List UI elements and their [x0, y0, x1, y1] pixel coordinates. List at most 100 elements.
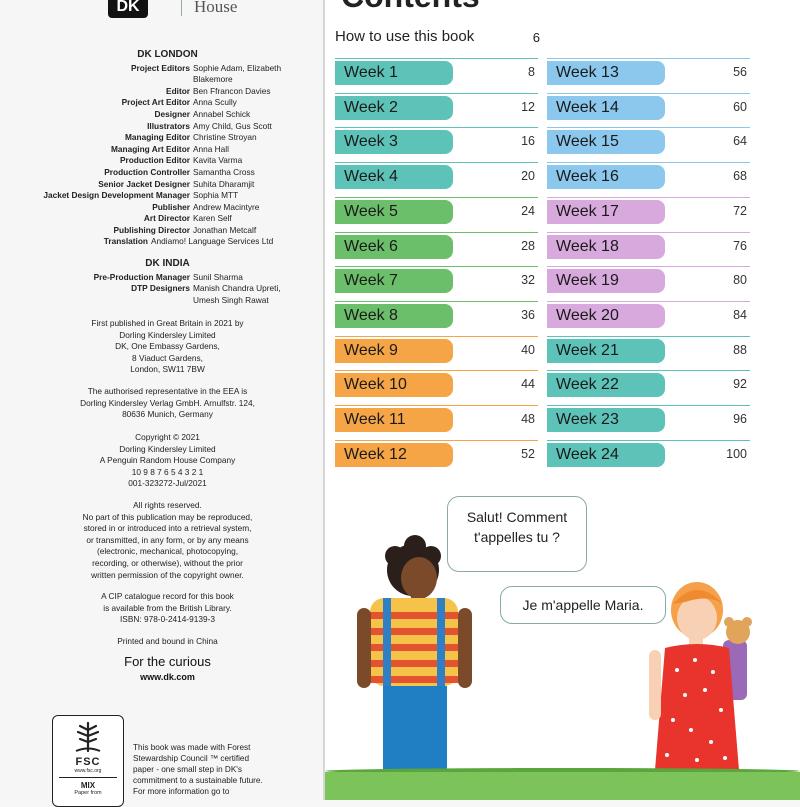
week-entry[interactable]: Week 2 12 — [335, 92, 538, 120]
contents-page: Contents How to use this book 6 Week 18 W… — [325, 0, 800, 800]
week-entry[interactable]: Week 24 100 — [547, 439, 750, 467]
week-page-number: 32 — [521, 273, 535, 288]
week-entry[interactable]: Week 18 76 — [547, 231, 750, 259]
week-page-number: 84 — [733, 307, 747, 322]
text-line: ISBN: 978-0-2414-9139-3 — [119, 614, 215, 625]
week-entry[interactable]: Week 3 16 — [335, 127, 538, 155]
text-line: First published in Great Britain in 2021… — [91, 318, 244, 328]
week-page-number: 76 — [733, 238, 747, 253]
week-page-number: 16 — [521, 134, 535, 149]
week-rule — [547, 335, 750, 337]
week-label: Week 5 — [335, 199, 453, 224]
credit-row: Translation Andiamo! Language Services L… — [103, 236, 274, 246]
week-page-number: 96 — [733, 412, 747, 426]
week-rule — [335, 439, 538, 441]
week-entry[interactable]: Week 11 48 — [335, 405, 538, 432]
credit-role: Pre-Production Manager — [93, 271, 190, 282]
week-page-number: 56 — [733, 65, 747, 79]
how-to-use-entry[interactable]: How to use this book 6 — [335, 28, 540, 45]
week-label: Week 13 — [547, 61, 665, 85]
page-title: Contents — [341, 0, 480, 15]
eea-representative: The authorised representative in the EEA… — [40, 386, 295, 421]
week-entry[interactable]: Week 21 88 — [547, 335, 750, 363]
week-entry[interactable]: Week 19 80 — [547, 266, 750, 294]
week-rule — [335, 266, 538, 268]
week-rule — [547, 58, 750, 59]
text-line: is available from the British Library. — [103, 602, 232, 613]
week-entry[interactable]: Week 4 20 — [335, 162, 538, 190]
credit-row: Art Director Karen Self — [40, 213, 295, 225]
entry-page-number: 6 — [532, 30, 540, 45]
week-label: Week 20 — [547, 303, 665, 328]
week-rule — [335, 58, 538, 59]
week-entry[interactable]: Week 15 64 — [547, 127, 750, 155]
dk-india-credits: DK INDIA Pre-Production Manager Sunil Sha… — [40, 258, 295, 306]
dk-india-heading: DK INDIA — [145, 258, 190, 269]
credit-row: Senior Jacket Designer Suhita Dharamjit — [40, 179, 295, 191]
week-entry[interactable]: Week 23 96 — [547, 405, 750, 432]
week-page-number: 40 — [521, 342, 535, 357]
week-label: Week 19 — [547, 269, 665, 294]
week-entry[interactable]: Week 7 32 — [335, 266, 538, 294]
translation-credit: Translation Andiamo! Language Services L… — [40, 236, 295, 248]
credit-names: Sophie Adam, Elizabeth Blakemore — [193, 62, 282, 85]
credit-row: Designer Annabel Schick — [40, 109, 295, 121]
text-line: No part of this publication may be repro… — [82, 511, 253, 522]
week-entry[interactable]: Week 12 52 — [335, 439, 538, 467]
week-label: Week 15 — [547, 130, 665, 155]
credit-row: Managing Editor Christine Stroyan — [40, 132, 295, 144]
text-line: London, SW11 7BW — [130, 364, 205, 375]
fsc-tree-icon — [75, 721, 101, 753]
week-entry[interactable]: Week 13 56 — [547, 58, 750, 85]
week-entry[interactable]: Week 5 24 — [335, 196, 538, 224]
week-entry[interactable]: Week 22 92 — [547, 370, 750, 398]
credit-row: Project Editors Sophie Adam, Elizabeth Bl… — [40, 63, 295, 86]
credit-names: Manish Chandra Upreti, Umesh Singh Rawat — [193, 283, 281, 305]
credit-names: Karen Self — [193, 213, 232, 224]
credit-role: Designer — [154, 108, 190, 119]
week-entry[interactable]: Week 6 28 — [335, 231, 538, 259]
credit-names: Andrew Macintyre — [193, 201, 260, 212]
week-page-number: 8 — [528, 65, 535, 79]
week-entry[interactable]: Week 1 8 — [335, 58, 538, 85]
credit-names: Sunil Sharma — [193, 271, 243, 282]
week-entry[interactable]: Week 16 68 — [547, 162, 750, 190]
week-entry[interactable]: Week 14 60 — [547, 92, 750, 120]
credit-names: Amy Child, Gus Scott — [193, 120, 272, 131]
logo-divider — [181, 0, 182, 16]
week-label: Week 4 — [335, 165, 453, 190]
text-line: Dorling Kindersley Limited — [119, 443, 216, 454]
text-line: DK, One Embassy Gardens, — [115, 341, 220, 352]
credit-row: Pre-Production Manager Sunil Sharma — [40, 272, 295, 284]
credit-role: DTP Designers — [131, 283, 190, 294]
week-entry[interactable]: Week 10 44 — [335, 370, 538, 398]
entry-label: How to use this book — [335, 28, 475, 45]
week-page-number: 52 — [521, 446, 535, 461]
week-label: Week 7 — [335, 269, 453, 294]
credit-list: Project Editors Sophie Adam, Elizabeth Bl… — [40, 63, 295, 237]
week-label: Week 22 — [547, 373, 665, 398]
week-page-number: 48 — [521, 412, 535, 426]
week-rule — [547, 196, 750, 198]
week-rule — [335, 231, 538, 233]
week-label: Week 3 — [335, 130, 453, 155]
text-line: All rights reserved. — [133, 500, 202, 510]
text-line: The authorised representative in the EEA… — [87, 386, 248, 396]
week-entry[interactable]: Week 17 72 — [547, 196, 750, 224]
week-entry[interactable]: Week 20 84 — [547, 300, 750, 328]
week-entry[interactable]: Week 9 40 — [335, 335, 538, 363]
week-page-number: 68 — [733, 169, 747, 184]
credit-names: Jonathan Metcalf — [193, 224, 257, 235]
fsc-logo: FSC www.fsc.org MIX Paper from — [52, 715, 124, 807]
week-page-number: 80 — [733, 273, 747, 288]
credit-role: Illustrators — [147, 120, 190, 131]
week-rule — [335, 335, 538, 337]
week-rule — [547, 92, 750, 94]
text-line: Dorling Kindersley Limited — [119, 329, 216, 340]
week-entry[interactable]: Week 8 36 — [335, 300, 538, 328]
week-page-number: 28 — [521, 238, 535, 253]
credit-role: Managing Art Editor — [111, 143, 190, 154]
website-link[interactable]: www.dk.com — [140, 672, 195, 682]
credit-role: Managing Editor — [125, 132, 190, 143]
credit-names: Annabel Schick — [193, 108, 251, 119]
